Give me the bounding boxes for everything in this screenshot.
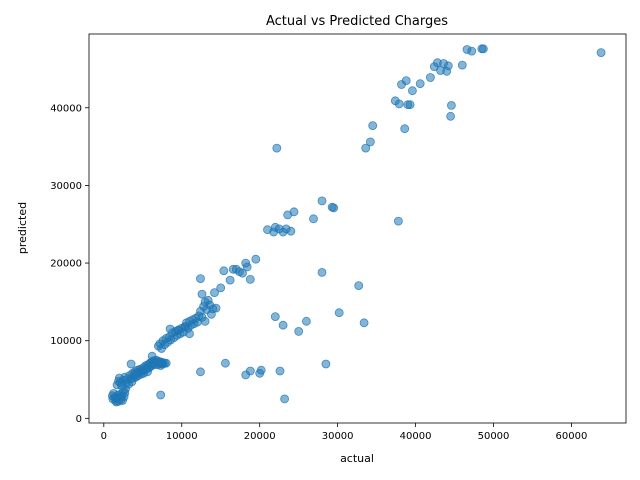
data-point (220, 358, 230, 368)
data-point (361, 143, 371, 153)
data-point (210, 288, 219, 298)
data-point (197, 289, 207, 299)
data-point (467, 46, 477, 56)
data-point (301, 316, 311, 326)
data-point (275, 366, 285, 376)
data-point (238, 268, 247, 278)
data-point (245, 366, 255, 376)
x-tick-label: 0 (101, 431, 107, 442)
data-point (478, 44, 488, 54)
data-point (334, 308, 344, 318)
x-tick-label: 30000 (322, 431, 354, 442)
data-point (242, 262, 252, 272)
data-point (185, 329, 194, 339)
y-axis-label: predicted (16, 202, 29, 254)
data-point (165, 324, 175, 334)
data-point (196, 367, 205, 377)
plot-frame (88, 33, 627, 424)
data-point (219, 266, 229, 276)
data-point (200, 316, 210, 326)
x-tick-label: 20000 (244, 431, 276, 442)
data-point (317, 196, 327, 206)
data-point (245, 274, 255, 284)
data-point (405, 100, 415, 110)
data-point (443, 61, 453, 71)
data-point (280, 394, 290, 404)
x-axis-ticks: 0 10000 20000 30000 40000 50000 60000 (101, 423, 588, 442)
data-point (317, 267, 327, 277)
data-point (256, 365, 266, 375)
data-point (446, 111, 456, 121)
data-point (289, 207, 299, 217)
chart-title: Actual vs Predicted Charges (266, 14, 448, 29)
data-point (407, 86, 417, 96)
data-point (368, 121, 378, 130)
points-layer (108, 44, 606, 407)
data-point (126, 359, 136, 369)
data-point (446, 101, 456, 110)
data-point (393, 216, 403, 226)
data-point (457, 60, 467, 70)
data-point (181, 322, 191, 332)
y-axis-ticks: 0 10000 20000 30000 40000 (50, 103, 89, 425)
data-point (309, 214, 318, 224)
x-tick-label: 60000 (556, 431, 588, 442)
y-tick-label: 20000 (50, 259, 82, 270)
data-point (211, 303, 221, 313)
data-point (196, 274, 205, 284)
data-point (415, 79, 425, 89)
data-point (321, 359, 331, 369)
y-tick-label: 40000 (50, 103, 82, 114)
data-point (156, 390, 166, 400)
data-point (270, 312, 280, 322)
data-point (394, 99, 404, 109)
data-point (329, 203, 339, 213)
data-point (173, 326, 183, 336)
data-point (216, 283, 226, 293)
data-point (425, 73, 435, 82)
data-point (225, 275, 235, 285)
data-point (596, 48, 606, 57)
data-point (251, 254, 261, 264)
data-point (147, 351, 157, 361)
data-point (286, 226, 296, 236)
data-point (365, 137, 375, 147)
data-point (359, 318, 369, 328)
data-point (278, 320, 288, 330)
data-point (294, 326, 304, 336)
data-point (161, 358, 171, 368)
x-axis-label: actual (340, 452, 374, 465)
x-tick-label: 10000 (166, 431, 198, 442)
data-point (272, 143, 282, 153)
x-tick-label: 50000 (478, 431, 510, 442)
data-point (400, 124, 410, 134)
y-tick-label: 0 (76, 414, 82, 425)
data-point (354, 281, 364, 291)
data-point (401, 76, 411, 85)
x-tick-label: 40000 (400, 431, 432, 442)
y-tick-label: 30000 (50, 181, 82, 192)
y-tick-label: 10000 (50, 336, 82, 347)
